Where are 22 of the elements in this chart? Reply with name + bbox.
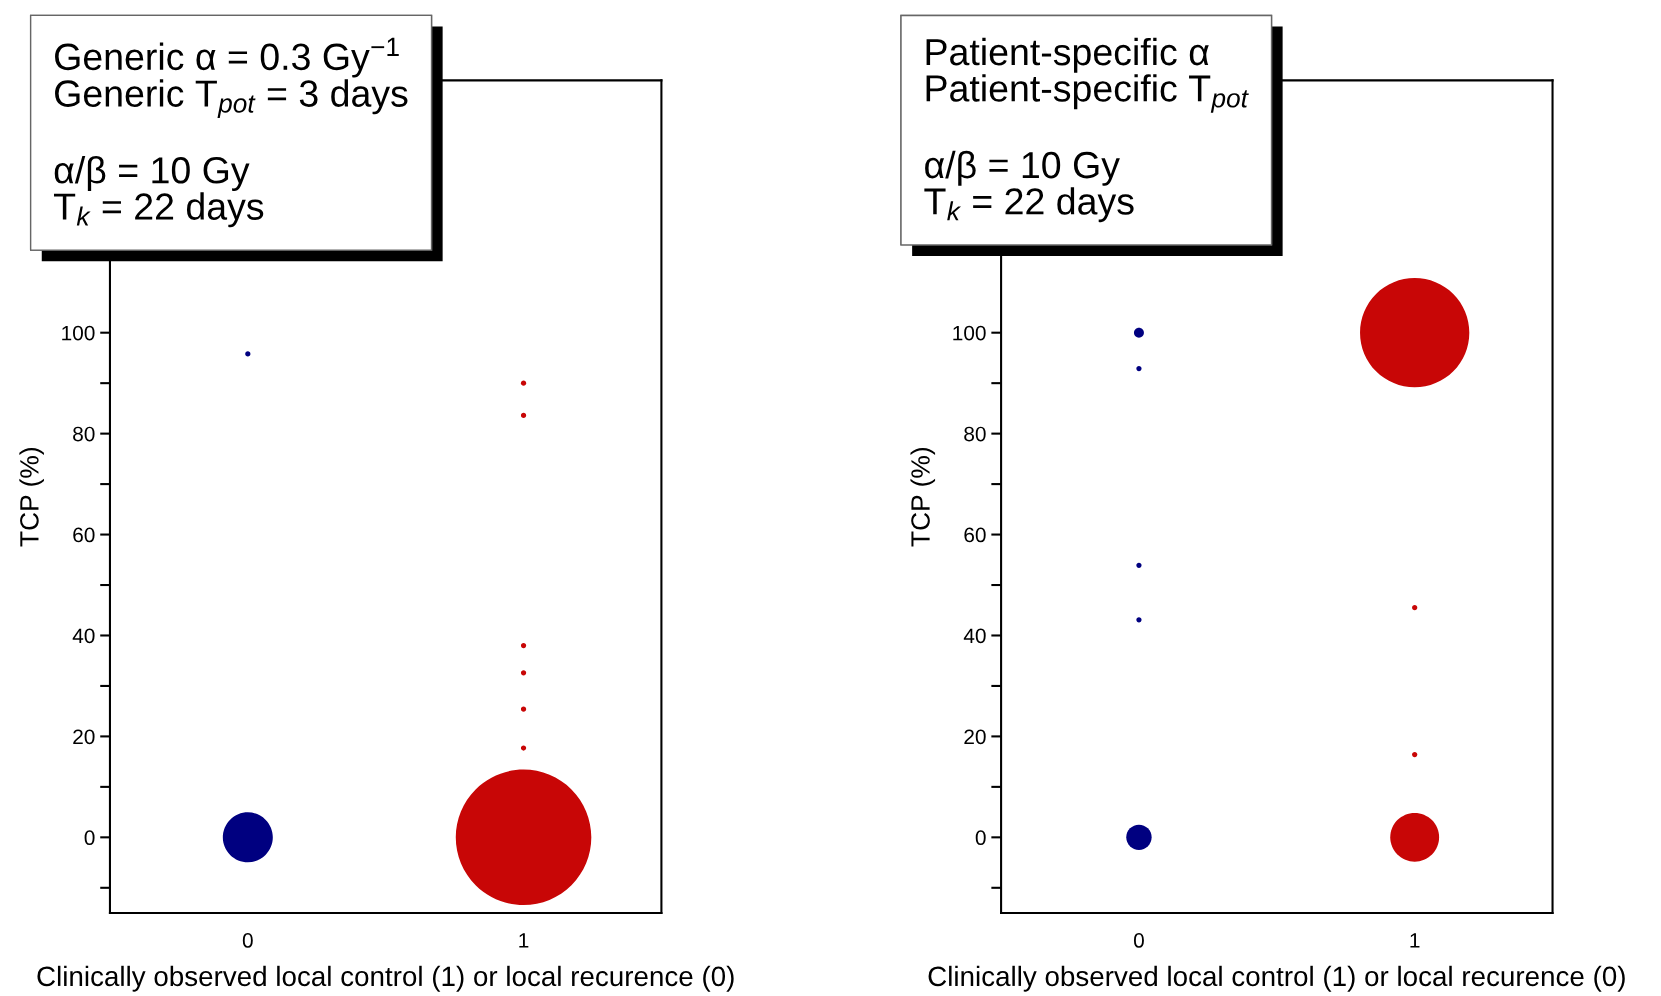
x-axis-title: Clinically observed local control (1) or local recurence (0) — [928, 965, 1625, 992]
text: Patient-specific α Patient-specific T$_{pot}$ α/β = 10 Gy T$_{k}$ = 22 days — [924, 37, 1249, 223]
y-tick-label: 40 — [72, 628, 95, 644]
y-tick-label: 20 — [964, 729, 986, 745]
y-tick-label: 60 — [964, 527, 986, 543]
y-tick-label: 100 — [62, 325, 95, 341]
x-tick-label: 1 — [519, 933, 529, 948]
y-axis-title: TCP (%) — [19, 448, 44, 547]
y-tick-label: 80 — [73, 426, 95, 442]
y-tick-label: 0 — [84, 830, 95, 846]
x-tick-label: 1 — [1410, 933, 1420, 948]
y-tick-label: 80 — [964, 426, 986, 442]
x-axis-title: Clinically observed local control (1) or local recurence (0) — [37, 965, 734, 992]
y-tick-label: 20 — [73, 729, 95, 745]
y-tick-label: 40 — [963, 628, 986, 644]
x-tick-label: 0 — [1133, 933, 1144, 948]
text: Generic α = 0.3 Gy$^{−1}$ Generic T$_{pot}$ = 3 days α/β = 10 Gy T$_{k}$ = 22 days — [54, 37, 408, 228]
y-tick-label: 60 — [73, 527, 95, 543]
x-tick-label: 0 — [242, 933, 253, 948]
y-tick-label: 0 — [975, 830, 986, 846]
y-tick-label: 100 — [953, 325, 986, 341]
y-axis-title: TCP (%) — [910, 448, 936, 547]
